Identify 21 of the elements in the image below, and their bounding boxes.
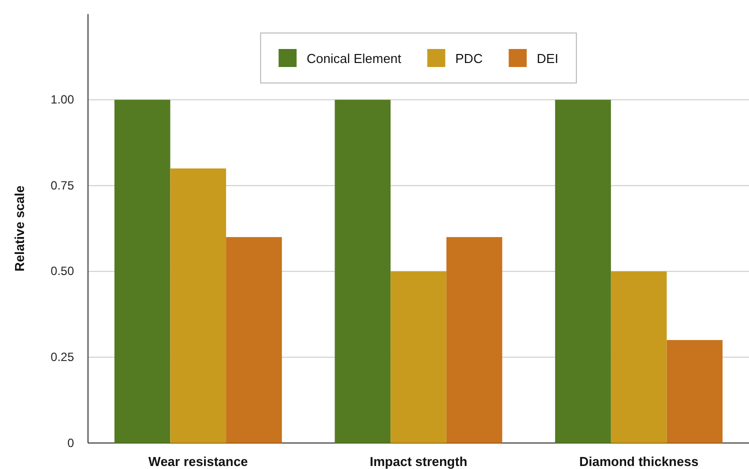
y-tick-label: 0.25 <box>50 350 74 364</box>
bar <box>610 271 667 443</box>
x-tick-label: Wear resistance <box>148 454 248 469</box>
bar <box>666 340 723 443</box>
bar <box>114 100 170 443</box>
bar <box>555 100 611 443</box>
legend-label: PDC <box>455 51 483 66</box>
x-tick-label: Impact strength <box>370 454 468 469</box>
legend-label: DEI <box>536 51 558 66</box>
x-tick-label: Diamond thickness <box>579 454 698 469</box>
y-tick-label: 0.50 <box>50 264 74 278</box>
y-tick-label: 0.75 <box>50 178 74 192</box>
bar <box>446 237 502 443</box>
y-axis-title: Relative scale <box>12 185 27 272</box>
y-tick-label: 1.00 <box>50 92 74 107</box>
bar <box>170 168 226 443</box>
bar <box>334 100 391 443</box>
bar <box>390 271 446 443</box>
legend-label: Conical Element <box>306 51 402 66</box>
y-tick-label: 0 <box>67 436 74 450</box>
bar <box>226 237 282 443</box>
